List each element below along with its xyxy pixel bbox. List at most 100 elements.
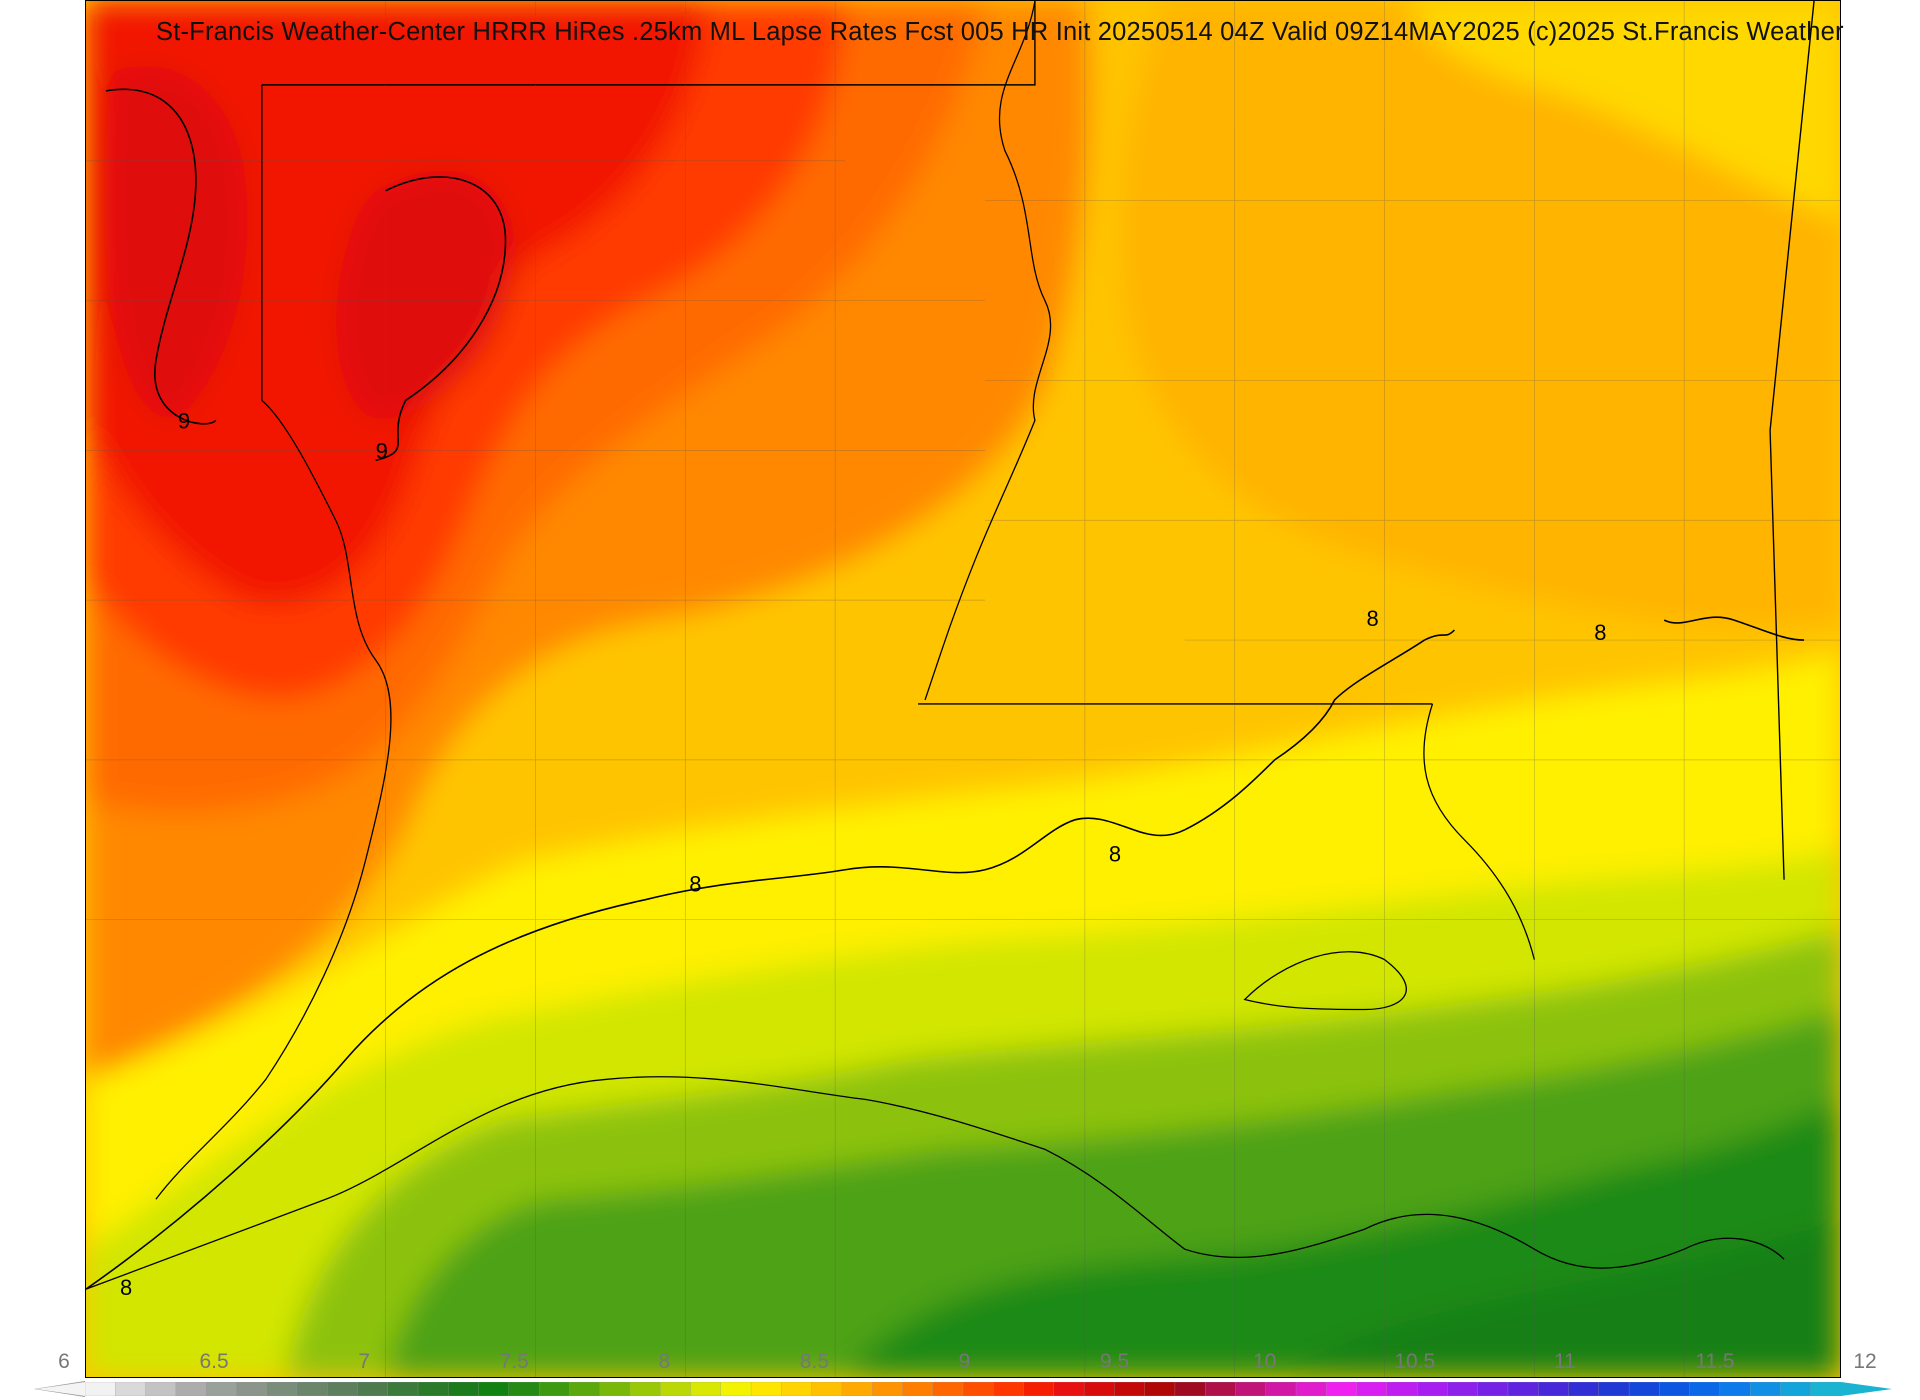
colorbar-segment <box>1326 1382 1358 1396</box>
colorbar-segment <box>1477 1382 1509 1396</box>
river-pearl <box>1423 703 1535 960</box>
colorbar-segment <box>508 1382 540 1396</box>
map-title: St-Francis Weather-Center HRRR HiRes .25… <box>156 18 1844 46</box>
colorbar-segment <box>872 1382 904 1396</box>
lapse-rate-map: 9 9 8 8 8 8 8 <box>86 1 1840 1377</box>
colorbar-segment <box>1507 1382 1539 1396</box>
colorbar-segment <box>205 1382 238 1396</box>
field-light-orange <box>1122 1 1840 626</box>
colorbar-segment <box>1114 1382 1146 1396</box>
colorbar-segment <box>1810 1382 1841 1396</box>
state-line-east <box>1769 1 1815 880</box>
colorbar-tick-label: 11.5 <box>1695 1350 1735 1373</box>
colorbar-segment <box>1598 1382 1630 1396</box>
colorbar-tick-label: 6 <box>58 1350 70 1373</box>
colorbar-segment <box>1538 1382 1570 1396</box>
colorbar-segment <box>448 1382 480 1396</box>
colorbar-segment <box>932 1382 964 1396</box>
colorbar-segment <box>1750 1382 1782 1396</box>
colorbar-segment <box>1568 1382 1600 1396</box>
colorbar-segment <box>538 1382 571 1396</box>
colorbar-tick-label: 6.5 <box>199 1350 229 1373</box>
colorbar-segment <box>1447 1382 1479 1396</box>
colorbar-segment <box>1416 1382 1449 1396</box>
colorbar-segment <box>175 1382 207 1396</box>
colorbar-segment <box>357 1382 389 1396</box>
contour-lines <box>86 88 1805 1290</box>
state-boundaries <box>261 1 1815 880</box>
contour-label-8-sw: 8 <box>120 1275 132 1300</box>
colorbar-segment <box>1295 1382 1328 1396</box>
contour-9-east <box>375 176 507 462</box>
coastline <box>86 951 1785 1290</box>
colorbar-segment <box>841 1382 873 1396</box>
colorbar-segment <box>660 1382 692 1396</box>
colorbar-segment <box>1689 1382 1721 1396</box>
contour-8-east <box>1663 616 1805 641</box>
colorbar-segment <box>1205 1382 1237 1396</box>
colorbar-segment <box>236 1382 268 1396</box>
colorbar-segment <box>599 1382 631 1396</box>
colorbar-segment <box>387 1382 419 1396</box>
colorbar-segment <box>1083 1382 1116 1396</box>
colorbar-segment <box>1174 1382 1206 1396</box>
colorbar-segment <box>1144 1382 1176 1396</box>
colorbar-segment <box>993 1382 1025 1396</box>
colorbar-tick-label: 7.5 <box>499 1350 529 1373</box>
colorbar-segment <box>962 1382 995 1396</box>
colorbar-segment <box>1053 1382 1085 1396</box>
colorbar-tick-label: 12 <box>1853 1350 1877 1373</box>
state-line-north <box>261 1 1036 86</box>
colorbar-tick-label: 9.5 <box>1099 1350 1130 1373</box>
colorbar-segment <box>266 1382 298 1396</box>
colorbar-segment <box>1023 1382 1055 1396</box>
colorbar-tick-label: 11 <box>1553 1350 1576 1373</box>
colorbar-segment <box>327 1382 359 1396</box>
contour-label-9-east: 9 <box>376 438 388 463</box>
colorbar-segment <box>781 1382 813 1396</box>
rivers <box>155 1 1535 1200</box>
river-mississippi-north <box>924 1 1052 701</box>
contour-label-8-center: 8 <box>689 872 701 897</box>
field-red-core-east <box>336 170 516 421</box>
field-yellow-ne <box>1404 1 1840 221</box>
contour-label-9-west: 9 <box>178 408 190 433</box>
colorbar-segment <box>296 1382 328 1396</box>
colorbar-tick-label: 10 <box>1252 1350 1277 1373</box>
colorbar-segment <box>811 1382 843 1396</box>
colorbar-tick-label: 8 <box>658 1350 671 1373</box>
colorbar-tick-label: 9 <box>958 1350 971 1373</box>
colorbar-segment <box>1719 1382 1751 1396</box>
colorbar-segment <box>750 1382 783 1396</box>
colorbar-segment <box>417 1382 450 1396</box>
colorbar-segment <box>478 1382 510 1396</box>
colorbar-segment <box>569 1382 601 1396</box>
contour-label-8-ne: 8 <box>1367 606 1379 631</box>
colorbar-segment <box>629 1382 661 1396</box>
field-green-darkest <box>1284 1219 1840 1377</box>
contour-8-main <box>86 629 1456 1290</box>
colorbar-segment <box>145 1382 177 1396</box>
colorbar-segment <box>85 1382 117 1396</box>
contour-9-west <box>105 88 217 425</box>
gulf-coast <box>86 1076 1785 1290</box>
colorbar-segment <box>1628 1382 1661 1396</box>
colorbar-segment <box>690 1382 722 1396</box>
colorbar-min-arrow <box>36 1382 85 1396</box>
lapse-rate-field <box>86 1 1840 1377</box>
colorbar-segment <box>1659 1382 1691 1396</box>
river-sabine <box>155 399 392 1200</box>
contour-label-8-mid: 8 <box>1109 842 1121 867</box>
colorbar-segment <box>1265 1382 1297 1396</box>
lake-pontchartrain <box>1243 951 1407 1011</box>
colorbar-segment <box>115 1382 147 1396</box>
map-panel: 9 9 8 8 8 8 8 <box>85 0 1841 1378</box>
colorbar-tick-label: 10.5 <box>1394 1350 1436 1373</box>
colorbar-segment <box>902 1382 934 1396</box>
colorbar-segment <box>720 1382 752 1396</box>
colorbar <box>85 1382 1841 1396</box>
contour-label-8-east: 8 <box>1594 620 1606 645</box>
colorbar-segment <box>1235 1382 1267 1396</box>
colorbar-tick-label: 7 <box>358 1350 370 1373</box>
colorbar-tick-label: 8.5 <box>799 1350 830 1373</box>
